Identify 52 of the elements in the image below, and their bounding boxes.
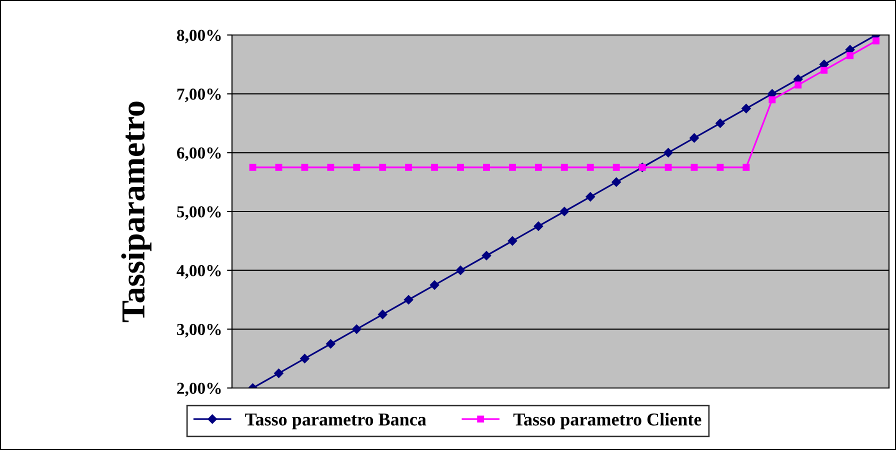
point bbox=[482, 251, 492, 260]
point bbox=[534, 164, 542, 171]
point bbox=[352, 324, 362, 334]
point bbox=[560, 164, 568, 171]
point bbox=[457, 164, 464, 171]
point bbox=[379, 164, 386, 171]
point bbox=[404, 295, 414, 304]
point bbox=[275, 164, 282, 171]
point bbox=[274, 368, 284, 378]
y-tick-label: 4,00% bbox=[176, 265, 221, 279]
point bbox=[560, 206, 570, 216]
point bbox=[690, 133, 699, 143]
y-axis-title: Tassiparametro bbox=[121, 102, 152, 322]
point bbox=[249, 164, 256, 171]
point bbox=[742, 104, 751, 114]
point bbox=[690, 164, 698, 171]
point bbox=[586, 164, 594, 171]
point bbox=[612, 177, 621, 187]
point bbox=[846, 52, 854, 60]
point bbox=[716, 164, 724, 171]
point bbox=[326, 339, 336, 348]
point bbox=[664, 164, 672, 171]
point bbox=[301, 164, 308, 171]
point bbox=[794, 82, 802, 88]
point bbox=[327, 164, 334, 171]
point bbox=[586, 192, 595, 202]
point bbox=[508, 164, 516, 171]
y-tick-label: 7,00% bbox=[177, 88, 221, 102]
point bbox=[664, 148, 673, 158]
legend-label: Tasso parametro Cliente bbox=[513, 412, 702, 430]
point bbox=[742, 164, 750, 171]
point bbox=[430, 280, 440, 290]
point bbox=[768, 96, 776, 104]
y-tick-label: 5,00% bbox=[177, 206, 221, 220]
point bbox=[508, 236, 518, 246]
y-tick-label: 8,00% bbox=[177, 30, 221, 44]
point bbox=[300, 354, 310, 364]
y-tick-label: 6,00% bbox=[177, 147, 221, 162]
point bbox=[820, 66, 828, 74]
point bbox=[483, 164, 490, 171]
point bbox=[353, 164, 360, 171]
legend-label: Tasso parametro Banca bbox=[245, 414, 426, 430]
point bbox=[716, 118, 725, 128]
y-tick-label: 2,00% bbox=[177, 382, 221, 396]
point bbox=[405, 164, 412, 171]
y-tick-label: 3,00% bbox=[177, 324, 221, 338]
point bbox=[872, 37, 880, 44]
point bbox=[612, 164, 620, 171]
point bbox=[378, 310, 388, 320]
point bbox=[534, 222, 544, 231]
point bbox=[456, 266, 466, 275]
point bbox=[431, 164, 438, 171]
